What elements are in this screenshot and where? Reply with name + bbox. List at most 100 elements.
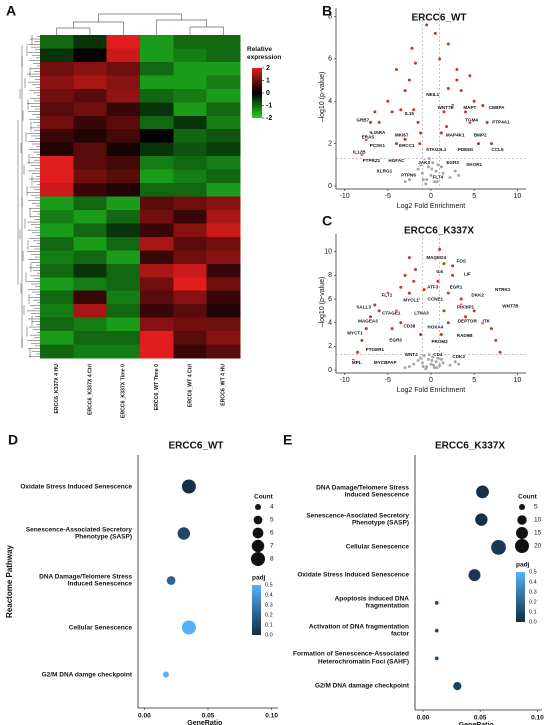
x-tick-label: 10 <box>513 377 521 384</box>
gene-label: ITK <box>483 319 491 324</box>
gene-label: TGM4 <box>465 118 478 123</box>
heatmap-cell <box>173 102 208 117</box>
heatmap-cell <box>40 183 74 197</box>
heatmap-cell <box>106 263 141 278</box>
x-tick-label: 0.05 <box>474 715 487 722</box>
heatmap-cell <box>173 196 208 211</box>
point <box>390 327 394 331</box>
chart-title: ERCC6_K337X <box>435 441 505 452</box>
point <box>407 256 411 260</box>
point <box>412 108 416 112</box>
chart-title: ERCC6_K337X <box>404 226 474 237</box>
heatmap-cell <box>140 102 174 117</box>
point <box>451 264 455 268</box>
heatmap-cell <box>73 156 108 171</box>
heatmap-cell <box>173 75 208 90</box>
heatmap-cell <box>106 102 141 117</box>
colorbar-tick-label: 0.1 <box>265 622 273 628</box>
heatmap-cell <box>140 142 174 157</box>
x-axis-label: Log2 Fold Enrichment <box>397 387 466 394</box>
point <box>430 167 434 171</box>
heatmap-cell <box>106 129 141 144</box>
column-label: ERCC6_WT 4 Ctrl <box>187 363 193 407</box>
point <box>425 364 429 368</box>
point <box>432 363 436 367</box>
heatmap-cell <box>173 61 208 76</box>
heatmap-cell <box>40 209 74 224</box>
heatmap-cell <box>73 142 108 157</box>
heatmap-cell <box>106 317 141 332</box>
heatmap-cell <box>40 156 74 171</box>
point <box>455 67 459 71</box>
heatmap-cell <box>173 277 208 292</box>
heatmap-cell <box>40 250 74 265</box>
colorbar-tick-label: 1 <box>266 77 270 84</box>
heatmap-cell <box>173 88 208 103</box>
y-tick-label: 0 <box>328 367 332 374</box>
point <box>459 303 463 307</box>
size-legend-title: Count <box>518 494 538 501</box>
colorbar-tick-label: 0.4 <box>529 579 537 585</box>
heatmap-cell <box>173 169 208 184</box>
heatmap-cell <box>106 35 141 49</box>
gene-label: MAGEA3 <box>358 319 378 324</box>
size-legend-label: 5 <box>534 504 538 511</box>
y-tick-label: 2 <box>328 343 332 350</box>
dot <box>434 628 439 633</box>
colorbar-tick-label: 0.3 <box>529 589 537 595</box>
point <box>436 356 440 360</box>
point <box>432 366 436 370</box>
point <box>453 360 457 364</box>
heatmap-cell <box>173 263 208 278</box>
gene-label: PTPN6 <box>401 173 416 178</box>
column-label: ERCC6_WT Time 0 <box>154 364 160 410</box>
point <box>446 42 450 46</box>
point <box>399 285 403 289</box>
point <box>472 99 476 103</box>
gene-label: IL15RA <box>370 130 387 135</box>
heatmap-cell <box>140 183 174 197</box>
x-axis-label: Log2 Fold Enrichment <box>397 203 466 210</box>
x-tick-label: 0.05 <box>202 713 215 720</box>
point <box>431 161 435 165</box>
panel-letter: E <box>283 432 292 448</box>
y-axis-label: –log10 (p-value) <box>319 277 326 328</box>
x-tick-label: 0.00 <box>138 713 151 720</box>
heatmap-cell <box>206 48 241 63</box>
heatmap-cell <box>173 331 208 346</box>
point <box>377 120 381 124</box>
y-tick-label: 8 <box>328 272 332 279</box>
point <box>446 291 450 295</box>
point <box>430 359 434 363</box>
point <box>432 176 436 180</box>
heatmap-cell <box>40 35 74 49</box>
point <box>464 110 468 114</box>
gene-label: NEIL1 <box>426 92 439 97</box>
point <box>477 142 480 146</box>
heatmap-cell <box>73 183 108 197</box>
heatmap-cell <box>73 129 108 144</box>
dot <box>475 513 488 526</box>
gene-label: WNT4 <box>405 352 418 357</box>
colorbar <box>516 572 525 622</box>
point <box>425 23 429 27</box>
point <box>351 359 355 363</box>
heatmap-cell <box>206 331 241 346</box>
heatmap-cell <box>206 75 241 90</box>
point <box>451 273 455 277</box>
heatmap-cell <box>40 169 74 184</box>
point <box>439 333 443 337</box>
colorbar <box>252 68 262 118</box>
heatmap-cell <box>140 48 174 63</box>
heatmap-cell <box>40 317 74 332</box>
point <box>425 178 429 182</box>
heatmap-cell <box>40 196 74 211</box>
colorbar-tick-label: 2 <box>266 65 270 72</box>
point <box>464 315 468 319</box>
point <box>438 176 442 180</box>
size-legend-title: Count <box>254 494 274 501</box>
point <box>459 89 463 93</box>
gene-label: ERAS <box>362 134 375 139</box>
heatmap-cell <box>106 156 141 171</box>
